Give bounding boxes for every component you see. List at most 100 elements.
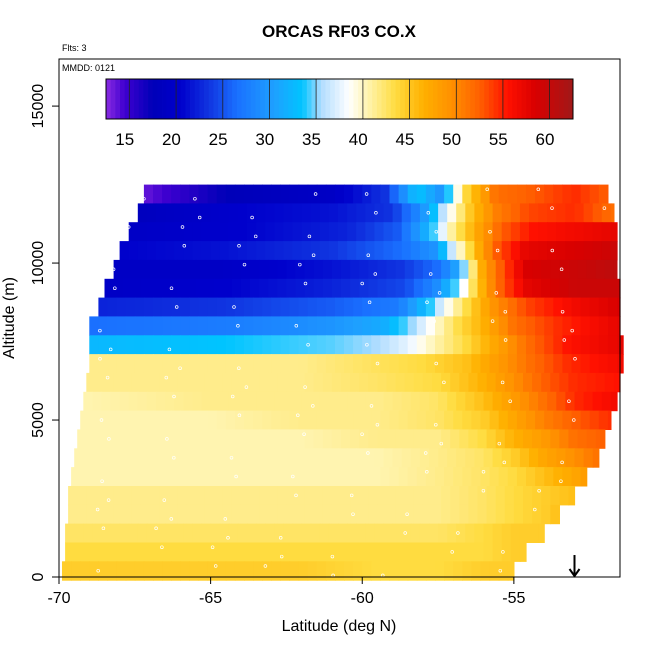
- field-cell: [359, 486, 369, 506]
- field-cell: [498, 561, 509, 581]
- field-cell: [198, 410, 209, 430]
- field-cell: [444, 184, 454, 204]
- field-cell: [143, 410, 154, 430]
- field-cell: [510, 203, 521, 223]
- field-cell: [331, 278, 342, 299]
- field-cell: [380, 316, 391, 336]
- field-cell: [319, 203, 330, 223]
- field-cell: [556, 448, 566, 468]
- field-cell: [380, 561, 391, 581]
- track-point: [111, 267, 116, 272]
- field-cell: [301, 391, 312, 412]
- field-cell: [256, 448, 266, 468]
- field-cell: [192, 222, 203, 242]
- field-cell: [271, 335, 281, 355]
- field-row: [74, 448, 600, 468]
- field-cell: [280, 335, 291, 355]
- field-cell: [483, 203, 494, 223]
- field-cell: [316, 410, 327, 430]
- field-cell: [580, 184, 591, 204]
- field-cell: [204, 259, 215, 280]
- field-cell: [438, 448, 448, 468]
- field-cell: [604, 278, 615, 299]
- field-cell: [368, 372, 378, 393]
- field-cell: [331, 486, 342, 506]
- field-cell: [410, 203, 421, 223]
- track-point: [213, 564, 218, 568]
- field-cell: [137, 523, 148, 543]
- field-cell: [304, 372, 315, 393]
- field-cell: [180, 297, 190, 317]
- field-cell: [416, 184, 427, 204]
- field-cell: [398, 467, 409, 487]
- field-cell: [225, 561, 236, 581]
- field-cell: [134, 335, 145, 355]
- track-point: [165, 437, 169, 441]
- field-cell: [416, 467, 427, 487]
- field-cell: [368, 486, 378, 506]
- field-cell: [468, 486, 479, 506]
- field-cell: [204, 504, 215, 525]
- field-cell: [289, 561, 300, 581]
- field-cell: [501, 222, 512, 242]
- track-point: [501, 550, 505, 554]
- field-cell: [556, 203, 566, 223]
- field-cell: [526, 184, 536, 204]
- field-cell: [65, 542, 75, 562]
- colorbar-cell: [563, 79, 569, 119]
- field-cell: [143, 335, 154, 355]
- field-cell: [347, 542, 357, 562]
- field-cell: [465, 523, 475, 543]
- track-point: [403, 531, 407, 535]
- field-cell: [171, 410, 181, 430]
- field-cell: [507, 297, 518, 317]
- field-cell: [313, 429, 324, 449]
- track-point: [96, 568, 100, 573]
- field-cell: [180, 184, 190, 204]
- colorbar-cell: [544, 79, 551, 119]
- field-cell: [104, 372, 115, 393]
- track-point: [302, 432, 306, 436]
- field-cell: [307, 297, 318, 317]
- field-cell: [516, 184, 527, 204]
- field-cell: [559, 486, 570, 506]
- field-cell: [268, 259, 278, 280]
- field-cell: [583, 391, 594, 412]
- field-cell: [150, 486, 160, 506]
- field-cell: [307, 335, 318, 355]
- field-cell: [113, 372, 124, 393]
- track-point: [296, 413, 300, 418]
- field-cell: [335, 316, 345, 336]
- field-cell: [234, 467, 245, 487]
- field-cell: [404, 486, 415, 506]
- field-cell: [89, 561, 99, 581]
- track-point: [237, 244, 241, 248]
- field-cell: [168, 504, 178, 525]
- field-cell: [547, 391, 557, 412]
- field-row: [65, 523, 545, 543]
- field-cell: [568, 429, 579, 449]
- field-cell: [213, 372, 224, 393]
- track-point: [279, 554, 284, 559]
- field-cell: [204, 429, 215, 449]
- field-cell: [471, 316, 482, 336]
- field-cell: [450, 278, 460, 299]
- field-cell: [262, 297, 272, 317]
- field-cell: [429, 523, 439, 543]
- field-cell: [544, 410, 554, 430]
- field-cell: [244, 561, 254, 581]
- colorbar-cell: [344, 79, 350, 119]
- field-cell: [465, 391, 475, 412]
- field-cell: [289, 354, 300, 374]
- field-cell: [180, 467, 190, 487]
- field-cell: [156, 448, 166, 468]
- field-cell: [556, 391, 566, 412]
- field-cell: [335, 354, 345, 374]
- colorbar-cell: [218, 79, 224, 119]
- field-cell: [550, 486, 560, 506]
- field-cell: [592, 203, 603, 223]
- field-cell: [353, 184, 363, 204]
- field-cell: [322, 372, 333, 393]
- field-cell: [274, 241, 284, 261]
- field-cell: [501, 241, 512, 261]
